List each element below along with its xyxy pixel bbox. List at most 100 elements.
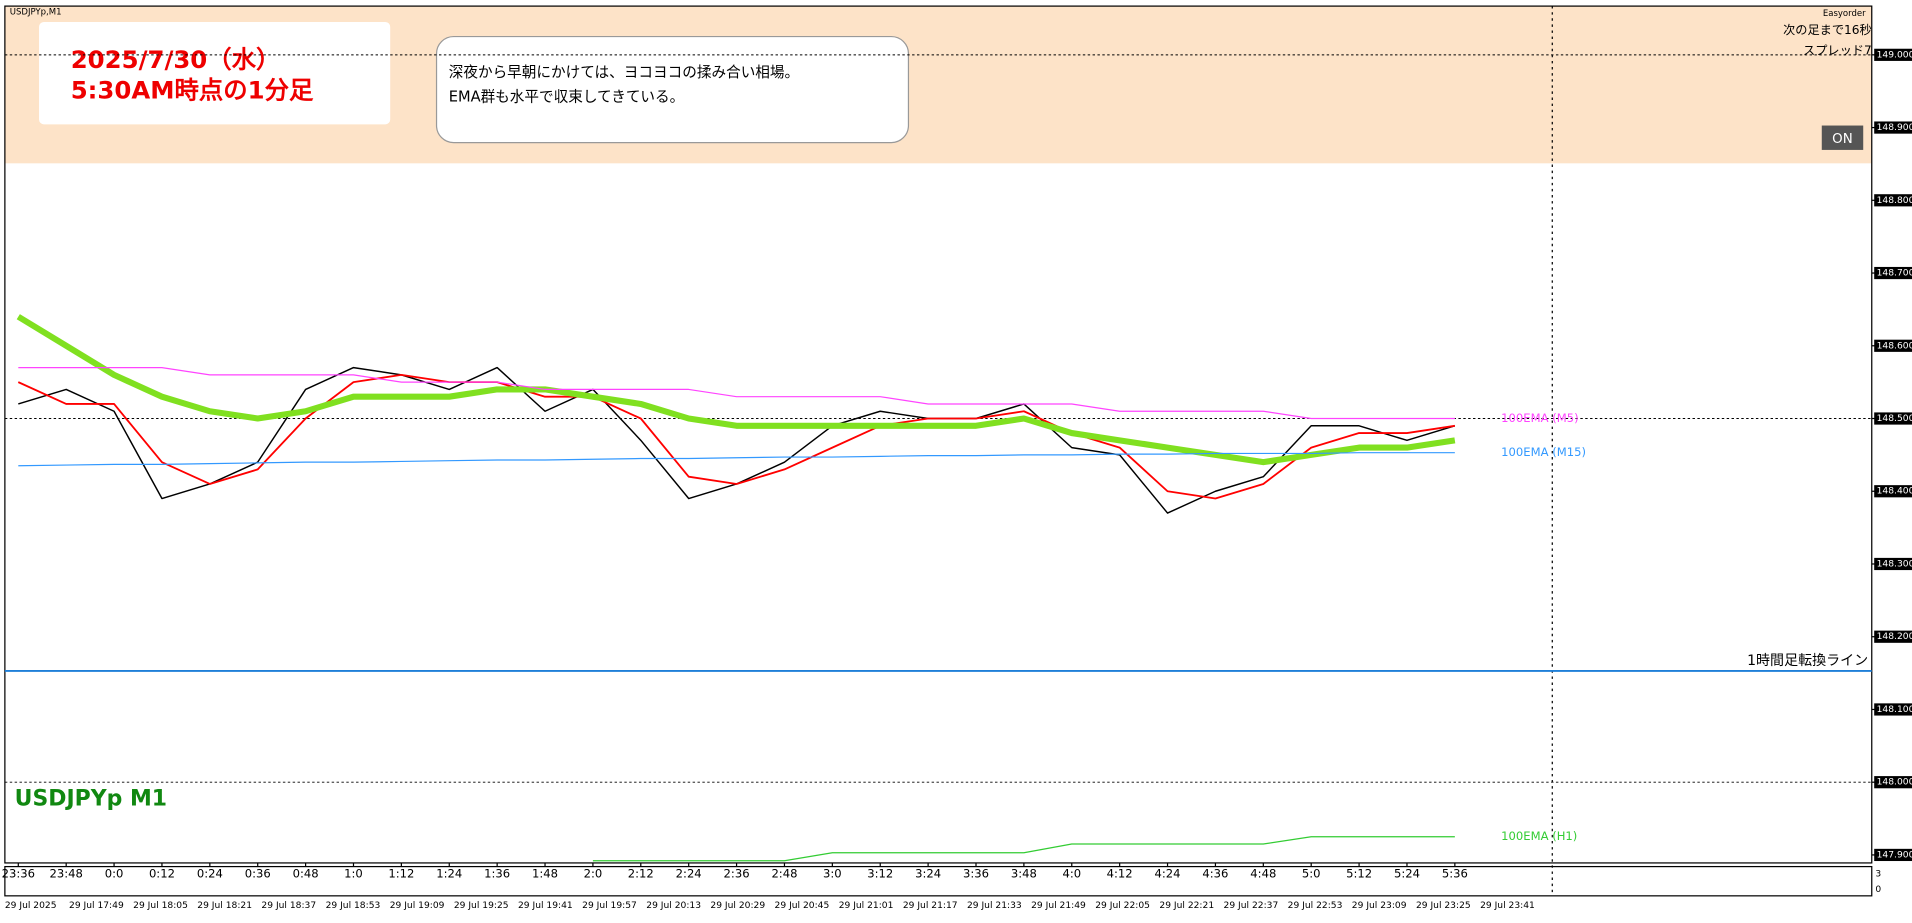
y-tick-bg [1874, 412, 1912, 425]
series-line [16, 314, 1456, 466]
x-tick-label: 5:12 [1346, 866, 1372, 880]
date-label: 29 Jul 22:05 [1095, 901, 1150, 911]
y-tick-bg [1874, 485, 1912, 498]
series-line [17, 373, 1455, 500]
y-tick-bg [1874, 121, 1912, 134]
series-line [18, 366, 1455, 420]
x-tick-label: 1:12 [388, 866, 414, 880]
date-label: 29 Jul 21:49 [1031, 901, 1086, 911]
date-label: 29 Jul 19:25 [454, 901, 509, 911]
x-tick-label: 4:36 [1202, 866, 1228, 880]
x-tick-label: 0:0 [105, 866, 124, 880]
date-label: 29 Jul 23:41 [1480, 901, 1535, 911]
date-label: 29 Jul 19:57 [582, 901, 637, 911]
x-tick-label: 0:12 [149, 866, 175, 880]
x-tick-label: 2:48 [771, 866, 797, 880]
x-tick-label: 2:0 [584, 866, 603, 880]
x-tick-label: 23:36 [2, 866, 35, 880]
toggle-button[interactable] [1821, 125, 1864, 150]
date-label: 29 Jul 17:49 [69, 901, 124, 911]
x-tick-label: 0:36 [245, 866, 271, 880]
y-tick-label: 149.000 [1877, 50, 1912, 60]
x-tick-label: 23:48 [49, 866, 82, 880]
y-tick-bg [1874, 194, 1912, 207]
x-tick-label: 3:48 [1011, 866, 1037, 880]
x-tick-label: 1:36 [484, 866, 510, 880]
series-label: 100EMA (H1) [1501, 829, 1577, 843]
date-label: 29 Jul 21:33 [967, 901, 1022, 911]
date-label: 29 Jul 23:09 [1352, 901, 1407, 911]
symbol-label: USDJPYp,M1 [10, 8, 62, 18]
x-tick-label: 1:48 [532, 866, 558, 880]
date-label: 29 Jul 22:21 [1159, 901, 1214, 911]
date-box-line: 2025/7/30（水） [71, 45, 281, 74]
x-tick-label: 0:48 [293, 866, 319, 880]
series-label: 100EMA (M15) [1501, 445, 1586, 459]
y-tick-bg [1874, 48, 1912, 61]
date-label: 29 Jul 22:37 [1224, 901, 1279, 911]
x-tick-label: 4:48 [1250, 866, 1276, 880]
y-tick-bg [1874, 339, 1912, 352]
y-tick-bg [1874, 703, 1912, 716]
x-tick-label: 4:0 [1062, 866, 1081, 880]
date-label: 29 Jul 22:53 [1288, 901, 1343, 911]
toggle-label[interactable]: ON [1832, 132, 1853, 147]
x-tick-label: 5:36 [1442, 866, 1468, 880]
date-box-line: 5:30AM時点の1分足 [71, 75, 314, 104]
date-box [39, 21, 391, 125]
x-tick-label: 3:12 [867, 866, 893, 880]
series-line [592, 836, 1455, 862]
date-label: 29 Jul 18:21 [197, 901, 252, 911]
date-label: 29 Jul 21:01 [839, 901, 894, 911]
date-label: 29 Jul 18:53 [326, 901, 381, 911]
y-tick-bg [1874, 630, 1912, 643]
x-tick-label: 5:0 [1302, 866, 1321, 880]
date-label: 29 Jul 23:25 [1416, 901, 1471, 911]
comment-line: 深夜から早朝にかけては、ヨコヨコの揉み合い相場。 [449, 64, 799, 81]
indicator-tick: 0 [1875, 885, 1881, 895]
y-tick-bg [1874, 266, 1912, 280]
date-label: 29 Jul 2025 [5, 901, 57, 911]
x-tick-label: 2:36 [724, 866, 750, 880]
y-tick-bg [1874, 776, 1912, 789]
x-tick-label: 4:12 [1107, 866, 1133, 880]
comment-line: EMA群も水平で収束してきている。 [449, 89, 685, 106]
series-line [18, 452, 1455, 467]
spread: スプレッド7 [1803, 44, 1872, 58]
indicator-tick: 3 [1875, 869, 1881, 879]
y-tick-label: 148.700 [1877, 269, 1912, 279]
y-tick-label: 148.600 [1877, 341, 1912, 351]
y-tick-bg [1874, 557, 1912, 571]
y-tick-label: 148.300 [1877, 559, 1912, 569]
x-tick-label: 3:24 [915, 866, 941, 880]
indicator-frame [4, 865, 1873, 897]
easyorder: Easyorder [1823, 9, 1866, 19]
y-tick-bg [1874, 848, 1912, 862]
date-label: 29 Jul 19:09 [390, 901, 445, 911]
date-label: 29 Jul 19:41 [518, 901, 573, 911]
x-tick-label: 3:36 [963, 866, 989, 880]
y-tick-label: 148.100 [1877, 705, 1912, 715]
date-label: 29 Jul 20:29 [710, 901, 765, 911]
y-tick-label: 148.200 [1877, 632, 1912, 642]
x-tick-label: 5:24 [1394, 866, 1420, 880]
x-tick-label: 0:24 [197, 866, 223, 880]
y-tick-label: 147.900 [1877, 850, 1912, 860]
y-tick-label: 148.800 [1877, 196, 1912, 206]
x-tick-label: 1:24 [436, 866, 462, 880]
date-label: 29 Jul 18:05 [133, 901, 188, 911]
watermark: USDJPYp M1 [15, 787, 167, 812]
x-tick-label: 1:0 [344, 866, 363, 880]
x-tick-label: 3:0 [823, 866, 842, 880]
y-tick-label: 148.400 [1877, 487, 1912, 497]
date-label: 29 Jul 21:17 [903, 901, 958, 911]
x-tick-label: 2:12 [628, 866, 654, 880]
date-label: 29 Jul 18:37 [261, 901, 316, 911]
conversion-label: 1時間足転換ライン [1747, 653, 1868, 669]
comment-box [435, 35, 910, 144]
x-tick-label: 4:24 [1155, 866, 1181, 880]
y-tick-label: 148.900 [1877, 123, 1912, 133]
x-tick-label: 2:24 [676, 866, 702, 880]
